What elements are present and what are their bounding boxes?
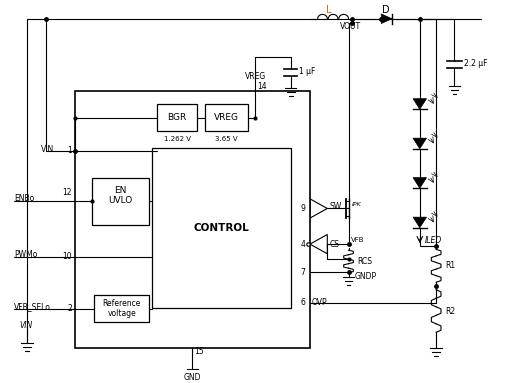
Text: 2: 2 — [67, 304, 72, 313]
Text: Reference: Reference — [102, 300, 141, 308]
Text: 1 µF: 1 µF — [299, 67, 316, 76]
Polygon shape — [381, 14, 392, 23]
Text: VIN: VIN — [41, 145, 54, 154]
Text: 1.262 V: 1.262 V — [163, 136, 191, 142]
Text: 2.2 µF: 2.2 µF — [464, 59, 488, 69]
Polygon shape — [413, 217, 427, 228]
Text: VOUT: VOUT — [340, 22, 361, 31]
Bar — [75, 91, 310, 348]
Text: 7: 7 — [300, 268, 305, 277]
Text: OVP: OVP — [312, 298, 327, 308]
Text: L: L — [325, 5, 331, 15]
Text: 4: 4 — [300, 240, 305, 249]
Text: IPK: IPK — [352, 202, 361, 207]
Text: 14: 14 — [257, 82, 267, 91]
Text: D: D — [382, 5, 390, 15]
Text: R1: R1 — [445, 261, 455, 270]
Bar — [93, 178, 149, 225]
Bar — [205, 105, 248, 131]
Text: UVLO: UVLO — [108, 196, 133, 205]
Text: VIN: VIN — [19, 321, 32, 329]
Text: R2: R2 — [445, 306, 455, 316]
Text: SW: SW — [329, 202, 341, 211]
Text: CS: CS — [329, 240, 339, 249]
Text: VFB: VFB — [352, 237, 365, 243]
Text: voltage: voltage — [107, 309, 136, 318]
Text: EN: EN — [115, 186, 127, 195]
Text: 6: 6 — [300, 298, 305, 308]
Text: 12: 12 — [63, 188, 72, 196]
Polygon shape — [413, 99, 427, 109]
Text: PWMo: PWMo — [14, 250, 38, 259]
Text: GND: GND — [183, 373, 201, 382]
Bar — [157, 105, 197, 131]
Polygon shape — [310, 199, 327, 218]
Text: GNDP: GNDP — [354, 272, 376, 282]
Text: 15: 15 — [194, 347, 204, 357]
Text: 10: 10 — [62, 252, 72, 261]
Text: 1: 1 — [67, 146, 72, 155]
Polygon shape — [413, 138, 427, 149]
Polygon shape — [413, 178, 427, 188]
Text: RCS: RCS — [357, 257, 372, 266]
Bar — [94, 295, 149, 322]
Text: VREG: VREG — [214, 113, 239, 123]
Text: 3.65 V: 3.65 V — [215, 136, 238, 142]
Polygon shape — [310, 234, 327, 254]
Text: CONTROL: CONTROL — [193, 223, 249, 233]
Text: VREG: VREG — [245, 72, 266, 81]
Text: BGR: BGR — [168, 113, 187, 123]
Text: 9: 9 — [300, 204, 305, 213]
Text: VFB_SELo: VFB_SELo — [14, 302, 51, 311]
Text: ILED: ILED — [425, 236, 442, 245]
Bar — [152, 148, 291, 308]
Text: ENBo: ENBo — [14, 194, 34, 203]
